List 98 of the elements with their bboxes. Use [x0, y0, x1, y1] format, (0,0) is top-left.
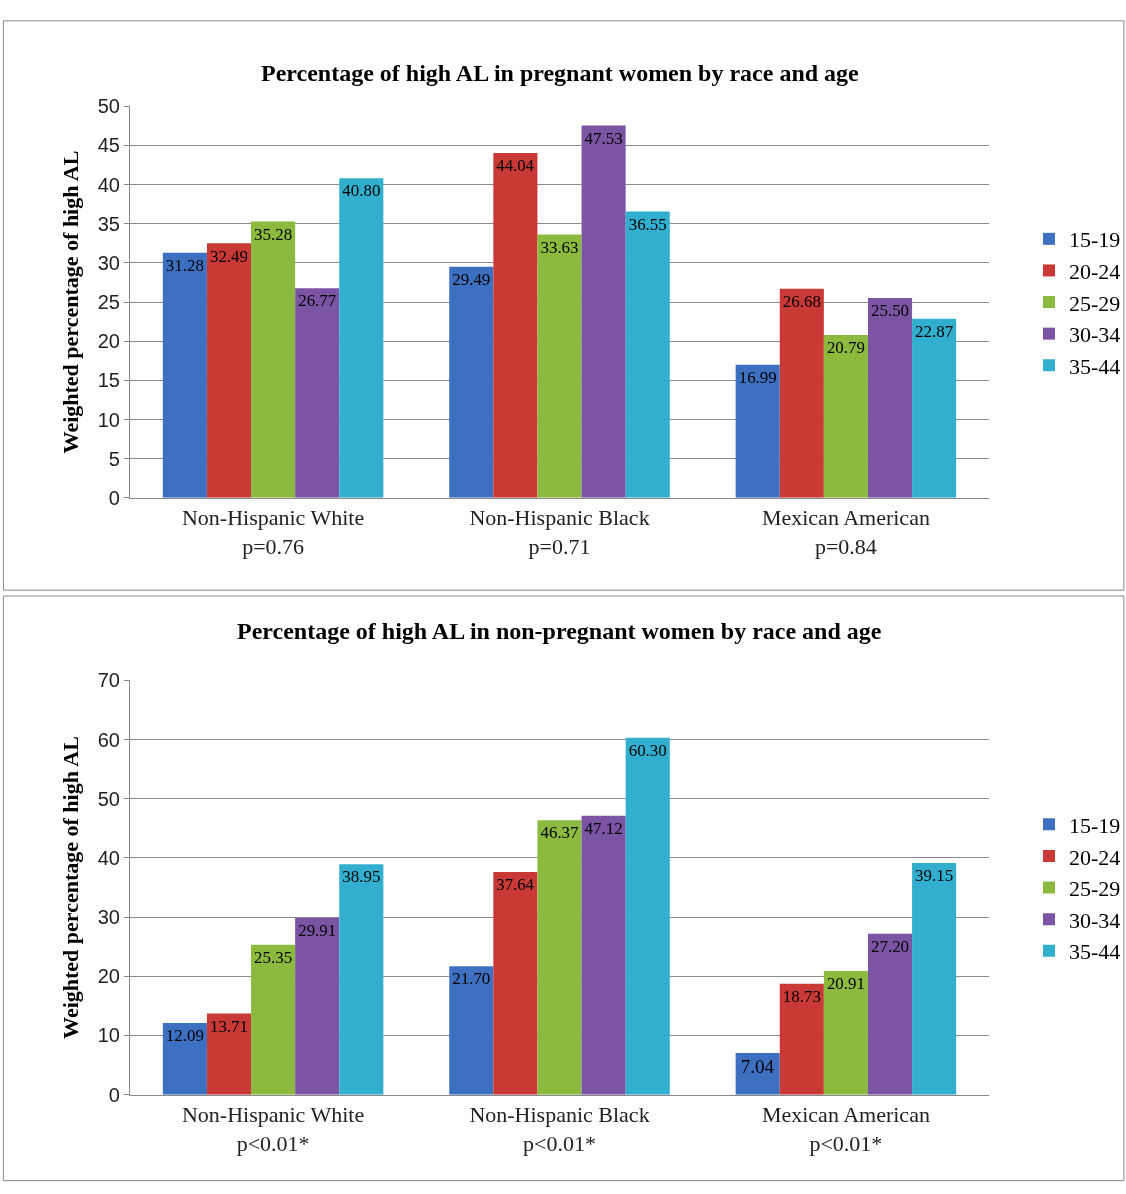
data-label: 29.49: [452, 270, 491, 290]
data-label: 36.55: [628, 214, 667, 234]
data-label: 21.70: [452, 969, 491, 989]
legend-label: 25-29: [1069, 290, 1121, 316]
data-label: 44.04: [496, 155, 535, 175]
chart-title: Percentage of high AL in pregnant women by race and age: [261, 60, 860, 86]
legend-label: 30-34: [1069, 322, 1121, 348]
bar: [779, 288, 824, 498]
bar: [206, 243, 252, 498]
y-tick-label: 45: [97, 134, 120, 157]
data-label: 40.80: [342, 181, 381, 201]
legend-label: 35-44: [1069, 939, 1121, 965]
data-label: 26.77: [298, 291, 337, 311]
data-label: 32.49: [209, 246, 249, 266]
y-tick-label: 50: [97, 95, 120, 118]
data-label: 18.73: [782, 986, 821, 1006]
bar: [251, 944, 296, 1095]
y-tick-label: 5: [108, 447, 120, 470]
data-label: 20.91: [826, 974, 865, 994]
data-label: 31.28: [165, 255, 204, 275]
data-label: 7.04: [740, 1056, 775, 1077]
y-tick-label: 40: [97, 173, 120, 196]
bar: [339, 864, 384, 1095]
y-tick-label: 10: [97, 408, 120, 431]
y-tick-label: 20: [97, 965, 120, 988]
bar: [251, 221, 296, 498]
bar: [162, 252, 207, 498]
bar: [162, 1023, 207, 1095]
bar: [912, 862, 957, 1095]
data-label: 39.15: [915, 866, 954, 886]
data-label: 35.28: [254, 224, 293, 244]
bar: [581, 815, 626, 1095]
data-label: 27.20: [870, 936, 910, 956]
y-tick-label: 0: [108, 1083, 120, 1106]
y-tick-label: 10: [97, 1024, 120, 1047]
data-label: 37.64: [496, 874, 535, 894]
y-tick-label: 30: [97, 906, 120, 929]
data-label: 25.35: [254, 947, 293, 967]
legend-label: 15-19: [1069, 227, 1121, 253]
legend-label: 20-24: [1069, 844, 1121, 870]
x-tick-label: Non-Hispanic Black p=0.71: [469, 505, 650, 559]
x-tick-label: Non-Hispanic White p=0.76: [181, 505, 365, 559]
y-tick-label: 35: [97, 212, 120, 235]
bar: [493, 871, 538, 1095]
bar: [735, 364, 780, 498]
y-tick-label: 25: [97, 291, 120, 314]
legend-label: 20-24: [1069, 259, 1121, 285]
data-label: 33.63: [540, 237, 579, 257]
bar: [823, 335, 868, 498]
y-tick-label: 20: [97, 330, 120, 353]
legend-label: 35-44: [1069, 353, 1121, 379]
bar: [537, 234, 582, 498]
bar: [867, 298, 913, 498]
data-label: 12.09: [165, 1026, 204, 1046]
chart-title: Percentage of high AL in non-pregnant women by race and age: [237, 618, 882, 644]
data-label: 25.50: [870, 301, 910, 321]
legend-label: 15-19: [1069, 812, 1121, 838]
bar: [581, 125, 626, 498]
data-label: 20.79: [826, 338, 865, 358]
legend-label: 25-29: [1069, 876, 1121, 902]
bar: [449, 266, 494, 498]
data-label: 38.95: [342, 867, 381, 887]
y-tick-label: 0: [108, 486, 120, 509]
bar: [625, 211, 670, 498]
data-label: 47.12: [584, 818, 623, 838]
data-label: 29.91: [298, 920, 337, 940]
bar: [493, 152, 538, 498]
x-tick-label: Non-Hispanic Black p<0.01*: [469, 1102, 650, 1156]
bar: [823, 970, 868, 1095]
y-tick-label: 40: [97, 846, 120, 869]
bar: [625, 737, 670, 1095]
y-tick-label: 60: [97, 728, 120, 751]
x-tick-label: Non-Hispanic White p<0.01*: [181, 1102, 365, 1156]
data-label: 26.68: [782, 292, 821, 312]
bar: [295, 288, 340, 498]
bar: [295, 917, 340, 1095]
bar: [867, 933, 913, 1095]
bar: [779, 983, 824, 1095]
x-tick-label: Mexican American p=0.84: [761, 505, 930, 559]
y-tick-label: 50: [97, 787, 120, 810]
y-tick-label: 30: [97, 251, 120, 274]
y-axis-title: Weighted percentage of high AL: [58, 150, 84, 454]
data-label: 16.99: [738, 367, 777, 387]
data-label: 13.71: [209, 1016, 249, 1036]
data-label: 60.30: [628, 740, 667, 760]
bar: [206, 1013, 252, 1095]
x-tick-label: Mexican American p<0.01*: [761, 1102, 930, 1156]
y-axis-title: Weighted percentage of high AL: [58, 736, 84, 1039]
bar: [449, 966, 494, 1095]
y-tick-label: 15: [97, 369, 120, 392]
data-label: 47.53: [584, 128, 623, 148]
bar: [339, 178, 384, 498]
bar: [912, 318, 957, 498]
data-label: 22.87: [915, 321, 954, 341]
bar: [537, 820, 582, 1095]
data-label: 46.37: [540, 823, 579, 843]
legend-label: 30-34: [1069, 907, 1121, 933]
y-tick-label: 70: [97, 669, 120, 692]
